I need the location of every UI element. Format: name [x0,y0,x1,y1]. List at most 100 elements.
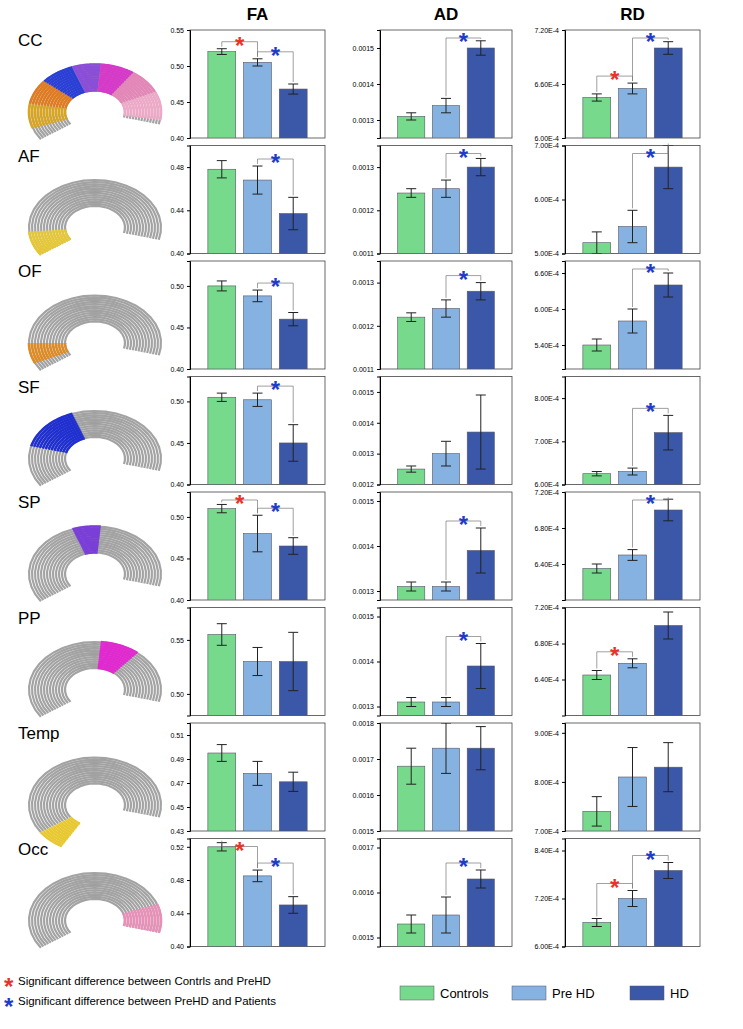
error-bar [217,624,227,646]
error-bar [217,745,227,762]
tick: 0.50 [170,691,190,698]
tick: 0.40 [170,943,190,950]
error-bar [441,723,451,773]
tick-mark [377,591,380,592]
error-bar [288,84,298,94]
tick-label: 0.0014 [353,81,375,88]
significance-bracket [633,144,669,209]
error-bar [592,797,602,826]
bar [619,663,647,715]
plot-frame [190,261,325,369]
tick-mark [562,831,565,832]
tick-mark [187,30,190,31]
tick-label: 0.0015 [353,498,375,505]
error-bar [663,42,673,55]
axis-line [562,377,566,485]
chart: 6.00E-47.00E-48.00E-4* [534,377,700,489]
axis-line [187,839,191,947]
tract-fiber [29,295,161,370]
tick-label: 0.0012 [353,481,375,488]
error-bar [592,339,602,351]
error-bar [253,515,263,552]
tract-fiber [56,661,134,705]
tick-label: 6.00E-4 [534,135,559,142]
error-bar [592,671,602,680]
marks [398,723,495,831]
chart: 0.500.55 [170,608,325,717]
tract-fiber [65,437,125,471]
tick-mark [187,102,190,103]
tick-mark [377,501,380,502]
tract-highlight [123,913,125,926]
axis-line [562,724,566,832]
tract-fiber [65,783,125,817]
tick-mark [377,848,380,849]
error-bar [441,441,451,466]
tick-label: 6.60E-4 [534,270,559,277]
tick-label: 8.00E-4 [534,395,559,402]
chart: 6.40E-46.80E-47.20E-4* [534,604,700,716]
plot-frame [380,492,512,600]
error-bar [476,528,486,573]
tick-label: 0.44 [170,207,184,214]
y-axis: 6.40E-46.80E-47.20E-4 [534,489,565,601]
tick-label: 6.00E-4 [534,481,559,488]
axis-line [377,608,381,716]
tract-fiber [59,895,131,936]
tick-label: 0.40 [170,366,184,373]
tract-fiber [53,197,137,245]
tick-mark [377,120,380,121]
marks [208,745,307,831]
tract-fiber [53,890,137,938]
legend-label: Significant difference between PreHD and… [18,995,276,1007]
error-bar [253,166,263,194]
tick-mark [187,401,190,402]
tick: 0.0018 [353,720,380,727]
legend-star: * [4,993,14,1020]
tract-fiber [53,82,137,130]
row-label: SF [18,378,40,397]
tick: 0.0011 [353,366,380,373]
tick-label: 0.0014 [353,420,375,427]
error-bar [441,180,451,197]
tick: 0.44 [170,910,190,917]
tick: 0.0015 [353,613,380,620]
tick-mark [377,795,380,796]
tick-label: 7.20E-4 [534,895,559,902]
tick: 0.40 [170,481,190,488]
tract-fiber [59,779,131,820]
y-axis: 0.400.440.480.52 [170,839,190,950]
error-bar [217,393,227,401]
tick: 0.0015 [353,389,380,396]
tick: 5.40E-4 [534,342,565,349]
tick: 6.00E-4 [534,481,565,488]
tick: 0.48 [170,877,190,884]
tract-fiber [53,313,137,361]
tick-mark [187,783,190,784]
error-bar [476,41,486,55]
tick-mark [377,210,380,211]
plot-frame [380,377,512,485]
tick: 0.48 [170,164,190,171]
plot-frame [380,146,512,254]
tick: 7.00E-4 [534,438,565,445]
tract-fiber [41,73,149,134]
tick-mark [187,807,190,808]
tract-fiber [62,319,128,356]
legend-swatch [630,986,664,1000]
tick-label: 0.0013 [353,279,375,286]
tick-mark [562,200,565,201]
error-bar [628,468,638,475]
tick-mark [562,733,565,734]
y-axis: 5.40E-46.00E-46.60E-4 [534,262,565,370]
y-axis: 0.400.450.50 [170,262,190,373]
tract-fiber [59,548,131,589]
error-bar [406,915,416,933]
tract-highlight [132,911,134,928]
error-bar [406,582,416,591]
plot-frame [190,377,325,485]
significance-star: * [646,144,656,171]
bar [208,847,236,947]
tick: 8.40E-4 [534,847,565,854]
chart: 0.00130.00140.0015* [353,608,512,717]
